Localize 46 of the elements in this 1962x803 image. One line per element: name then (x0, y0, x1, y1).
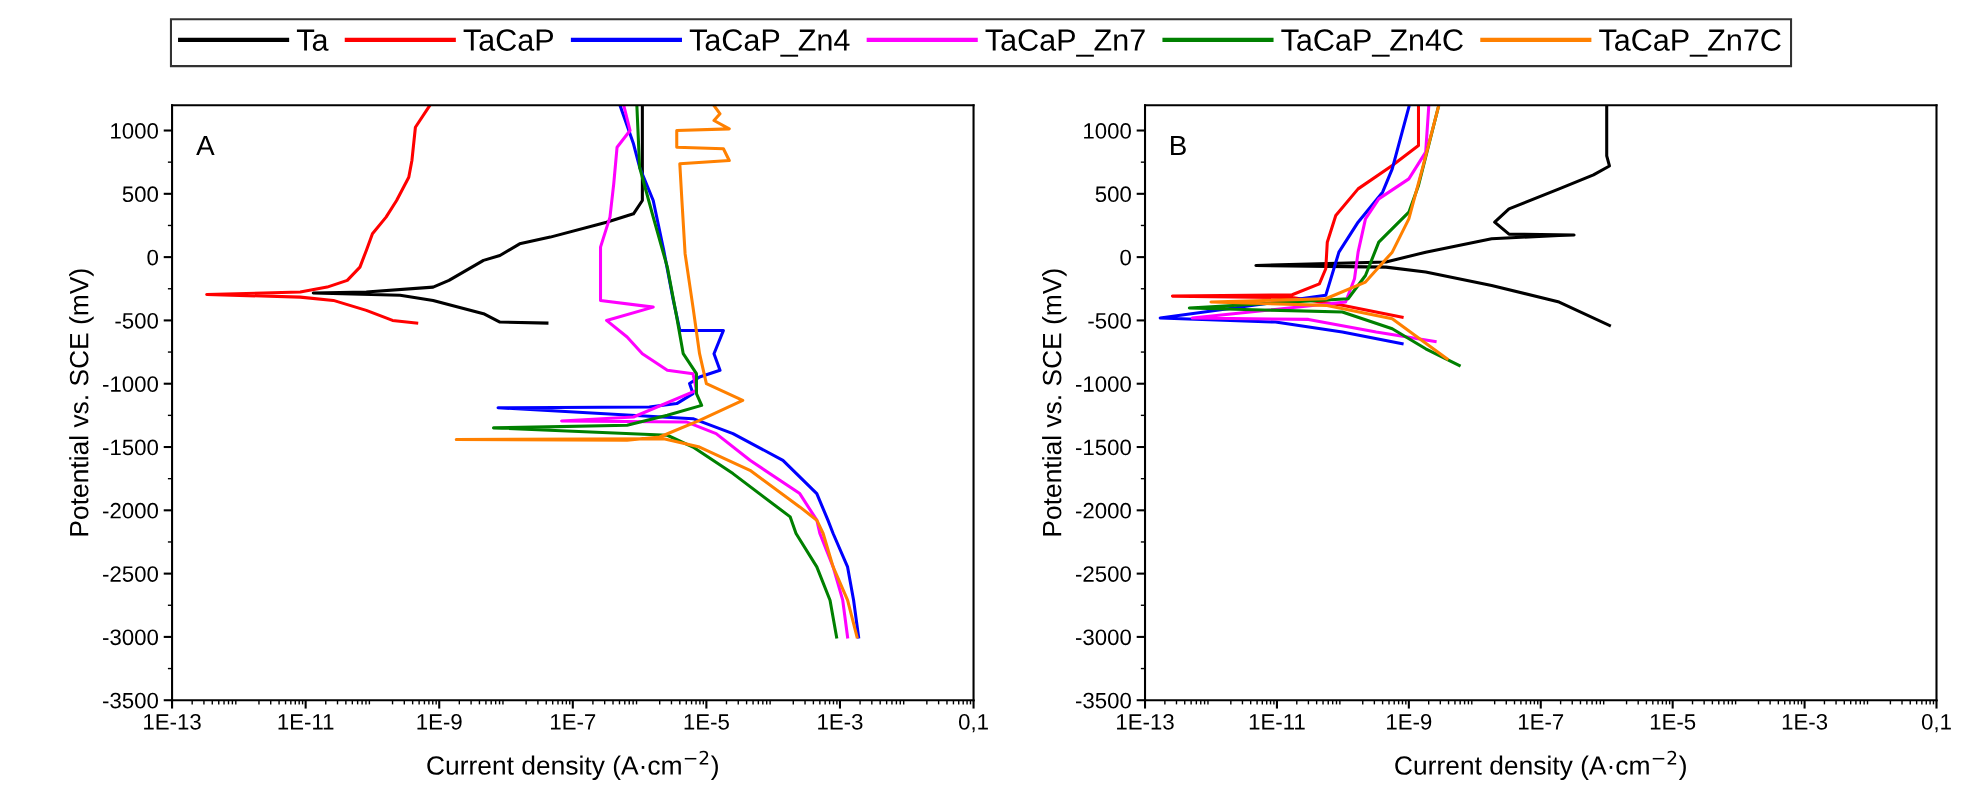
y-tick-label: -2500 (1075, 566, 1131, 582)
y-tick-label: -500 (115, 312, 159, 329)
y-axis-title: Potential vs. SCE (mV) (69, 269, 94, 536)
x-tick-label: 1E-3 (1782, 714, 1828, 730)
x-tick-label: 1E-5 (1650, 714, 1696, 730)
legend-label: TaCaP_Zn4 (689, 29, 850, 57)
y-tick-label: -1500 (103, 439, 159, 456)
y-tick-label: -3000 (103, 629, 159, 646)
y-tick-label: 0 (147, 249, 158, 266)
y-tick-label: 500 (1095, 186, 1131, 203)
y-tick-label: -3500 (103, 692, 159, 709)
y-tick-label: -3000 (1075, 629, 1131, 646)
y-tick-label: -2000 (103, 502, 159, 519)
y-tick-label: -1500 (1075, 439, 1131, 456)
y-tick-label: 1000 (111, 123, 159, 139)
y-tick-label: -2000 (1075, 502, 1131, 519)
y-tick-label: -1000 (103, 376, 159, 392)
x-axis-title: Current density (A·cm$^{−2}$) (427, 750, 718, 781)
legend-label: TaCaP_Zn7 (985, 29, 1145, 57)
x-axis-title: Current density (A·cm$^{−2}$) (1395, 750, 1686, 781)
y-tick-label: 1000 (1084, 123, 1131, 139)
x-tick-label: 1E-7 (551, 714, 596, 730)
y-axis-title: Potential vs. SCE (mV) (1042, 269, 1067, 536)
annotation: A (196, 135, 215, 156)
x-tick-label: 1E-7 (1518, 714, 1564, 730)
y-tick-label: -1000 (1075, 376, 1131, 392)
x-tick-label: 1E-9 (417, 714, 462, 730)
x-tick-label: 1E-9 (1387, 714, 1432, 730)
y-tick-label: -3500 (1075, 692, 1131, 709)
x-tick-label: 1E-13 (144, 714, 201, 730)
y-tick-label: -2500 (103, 566, 159, 582)
y-tick-label: 500 (122, 186, 159, 203)
y-tick-label: -500 (1088, 312, 1131, 329)
x-tick-label: 0,1 (1921, 714, 1951, 733)
x-tick-label: 0,1 (958, 714, 988, 733)
legend-label: TaCaP_Zn4C (1281, 29, 1463, 57)
legend-label: TaCaP_Zn7C (1599, 29, 1781, 57)
x-tick-label: 1E-5 (684, 714, 729, 730)
legend-label: Ta (296, 29, 329, 51)
legend-label: TaCaP (463, 29, 554, 51)
x-tick-label: 1E-11 (278, 714, 334, 730)
x-tick-label: 1E-11 (1249, 714, 1305, 730)
x-tick-label: 1E-13 (1117, 714, 1174, 730)
y-tick-label: 0 (1120, 249, 1131, 266)
annotation: B (1171, 135, 1186, 156)
x-tick-label: 1E-3 (818, 714, 863, 730)
